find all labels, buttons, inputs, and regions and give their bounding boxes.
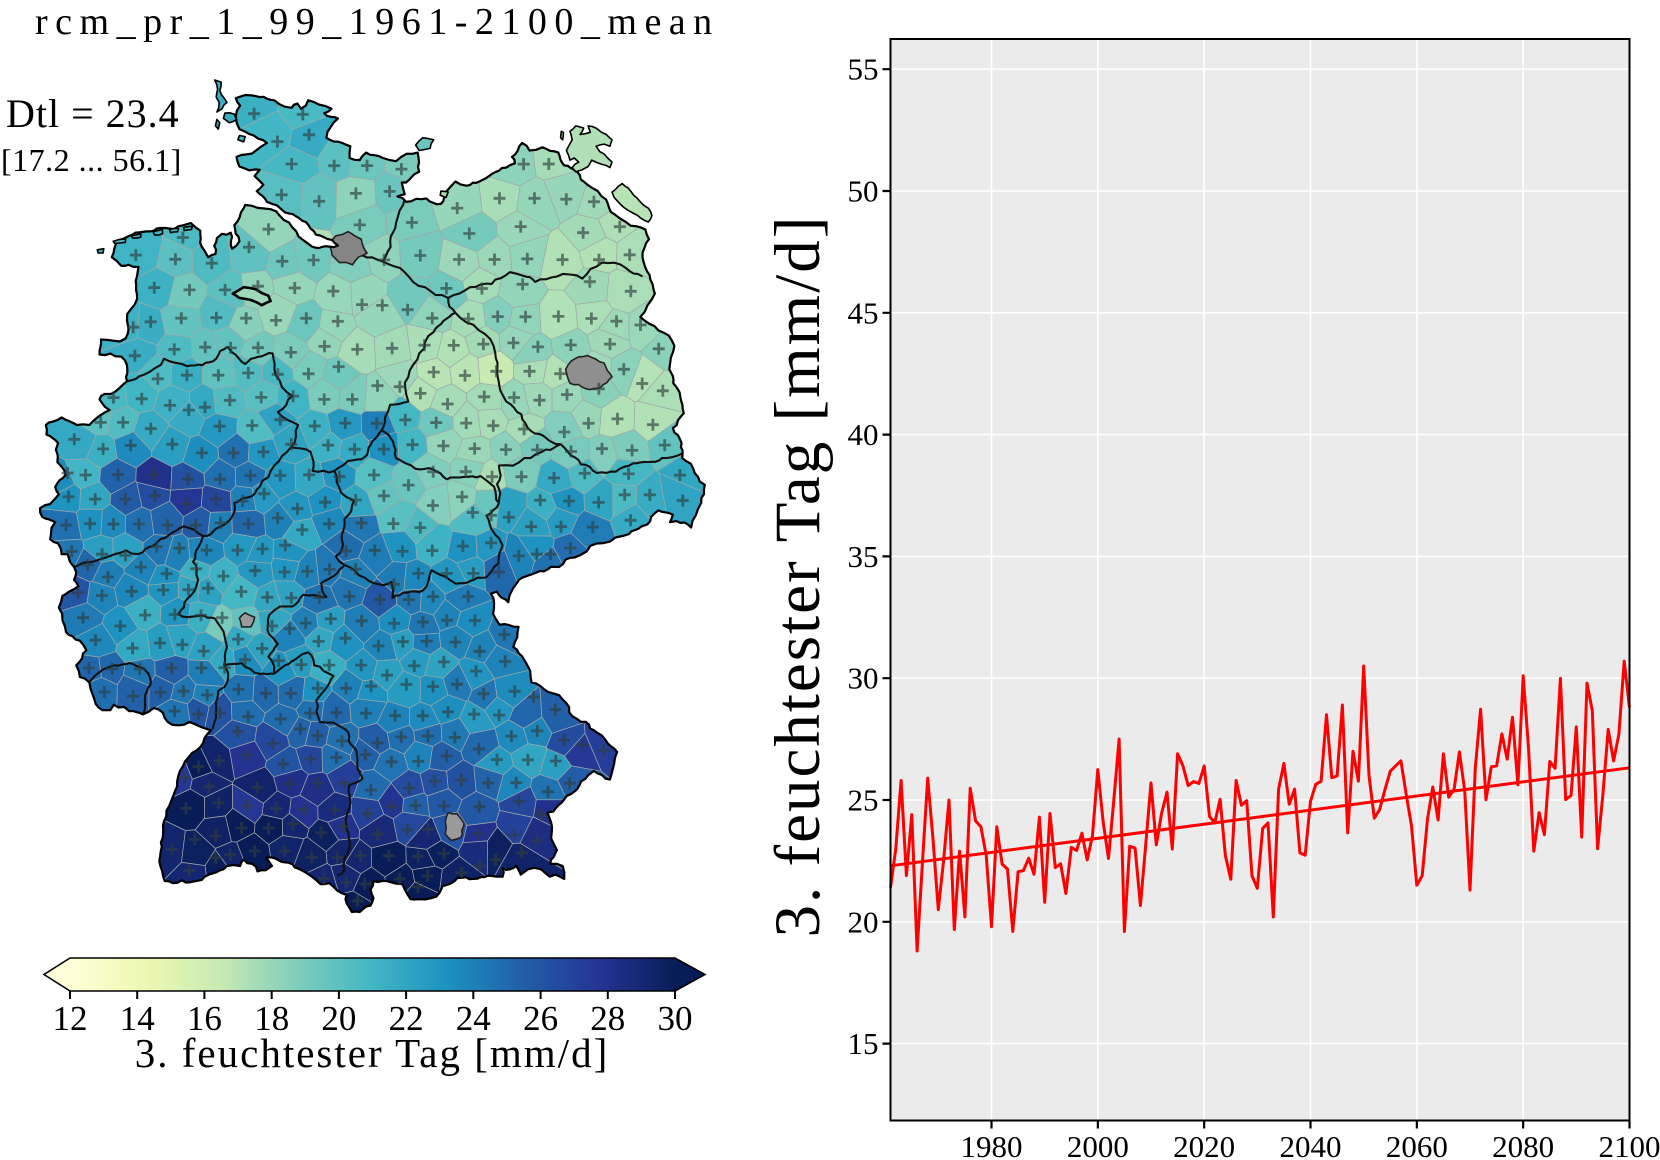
svg-text:3. feuchtester Tag [mm/d]: 3. feuchtester Tag [mm/d] [135, 1030, 609, 1076]
svg-text:25: 25 [848, 783, 879, 818]
svg-text:55: 55 [848, 52, 879, 87]
svg-text:20: 20 [848, 904, 879, 939]
svg-text:26: 26 [523, 999, 558, 1038]
svg-text:1980: 1980 [961, 1129, 1023, 1160]
svg-text:50: 50 [848, 174, 879, 209]
svg-text:30: 30 [848, 661, 879, 696]
svg-text:2080: 2080 [1492, 1129, 1554, 1160]
svg-text:22: 22 [389, 999, 424, 1038]
svg-text:24: 24 [456, 999, 491, 1038]
svg-text:2060: 2060 [1386, 1129, 1448, 1160]
svg-text:18: 18 [254, 999, 289, 1038]
svg-text:3. feuchtester Tag [mm/d]: 3. feuchtester Tag [mm/d] [762, 215, 834, 938]
svg-text:2100: 2100 [1599, 1129, 1660, 1160]
svg-text:28: 28 [590, 999, 625, 1038]
svg-text:14: 14 [120, 999, 155, 1038]
svg-text:20: 20 [321, 999, 356, 1038]
svg-text:12: 12 [53, 999, 88, 1038]
svg-text:45: 45 [848, 295, 879, 330]
svg-text:15: 15 [848, 1026, 879, 1061]
svg-text:30: 30 [658, 999, 693, 1038]
svg-text:40: 40 [848, 417, 879, 452]
svg-text:2040: 2040 [1280, 1129, 1342, 1160]
svg-text:2020: 2020 [1173, 1129, 1235, 1160]
svg-text:2000: 2000 [1067, 1129, 1129, 1160]
svg-text:35: 35 [848, 539, 879, 574]
svg-text:16: 16 [187, 999, 222, 1038]
